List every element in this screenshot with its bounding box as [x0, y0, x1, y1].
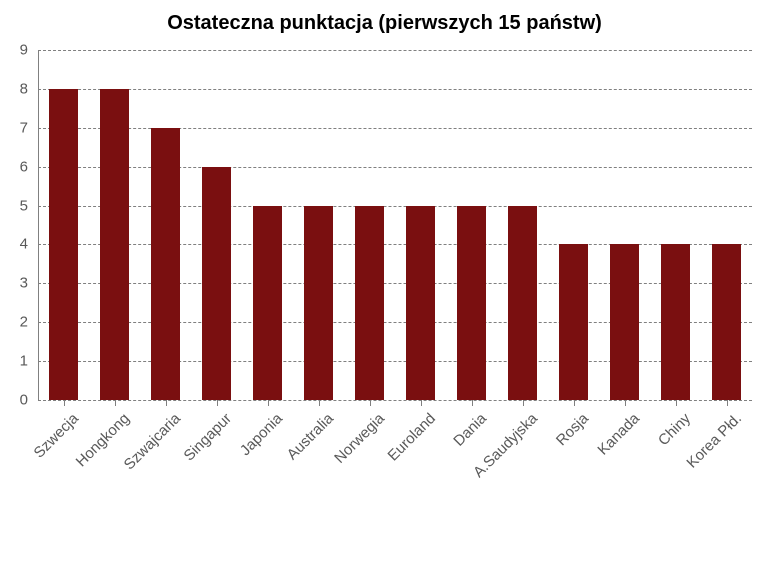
grid-line: [38, 89, 752, 90]
y-tick-label: 1: [0, 353, 28, 370]
y-tick-label: 4: [0, 236, 28, 253]
plot-area: [38, 50, 752, 400]
x-tick-mark: [217, 400, 218, 406]
x-tick-mark: [676, 400, 677, 406]
x-tick-mark: [64, 400, 65, 406]
bar: [304, 206, 332, 400]
y-tick-label: 0: [0, 392, 28, 409]
bar: [610, 244, 638, 400]
bar: [100, 89, 128, 400]
x-tick-mark: [523, 400, 524, 406]
bar: [253, 206, 281, 400]
x-tick-mark: [727, 400, 728, 406]
bar: [559, 244, 587, 400]
bar: [151, 128, 179, 400]
x-tick-mark: [574, 400, 575, 406]
grid-line: [38, 206, 752, 207]
bar: [49, 89, 77, 400]
y-axis-line: [38, 50, 39, 400]
y-tick-label: 3: [0, 275, 28, 292]
x-tick-mark: [319, 400, 320, 406]
grid-line: [38, 361, 752, 362]
x-tick-mark: [625, 400, 626, 406]
x-tick-mark: [268, 400, 269, 406]
bar: [661, 244, 689, 400]
y-tick-label: 9: [0, 42, 28, 59]
bar: [508, 206, 536, 400]
bar-chart: Ostateczna punktacja (pierwszych 15 pańs…: [0, 0, 769, 514]
x-tick-mark: [421, 400, 422, 406]
chart-title: Ostateczna punktacja (pierwszych 15 pańs…: [0, 12, 769, 35]
bar: [202, 167, 230, 400]
grid-line: [38, 50, 752, 51]
bar: [355, 206, 383, 400]
x-tick-mark: [370, 400, 371, 406]
y-tick-label: 6: [0, 158, 28, 175]
grid-line: [38, 283, 752, 284]
bar: [406, 206, 434, 400]
y-tick-label: 2: [0, 314, 28, 331]
x-tick-mark: [472, 400, 473, 406]
grid-line: [38, 167, 752, 168]
y-tick-label: 8: [0, 80, 28, 97]
bar: [712, 244, 740, 400]
grid-line: [38, 128, 752, 129]
x-tick-mark: [115, 400, 116, 406]
y-tick-label: 5: [0, 197, 28, 214]
x-tick-mark: [166, 400, 167, 406]
bar: [457, 206, 485, 400]
grid-line: [38, 244, 752, 245]
grid-line: [38, 322, 752, 323]
grid-line: [38, 400, 752, 401]
y-tick-label: 7: [0, 119, 28, 136]
